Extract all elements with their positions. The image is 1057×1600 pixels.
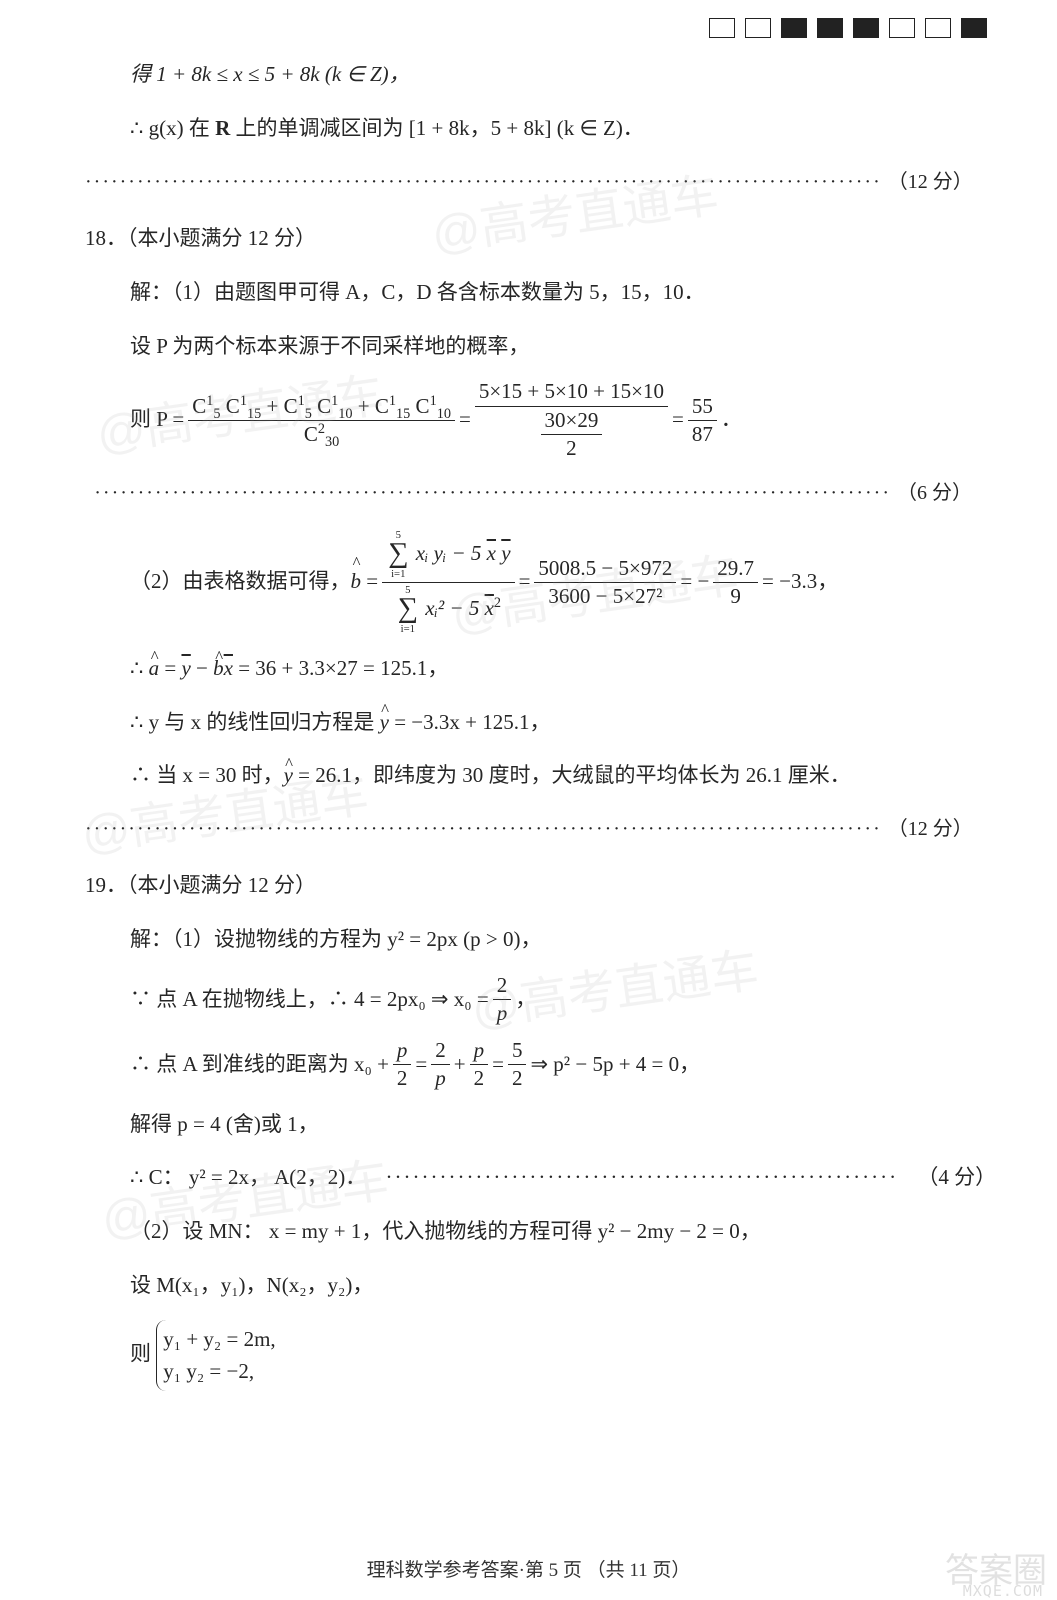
text-line: 解：（1）设抛物线的方程为 y² = 2px (p > 0)， [85, 920, 972, 960]
question-label: 19．（本小题满分 12 分） [85, 866, 972, 906]
text-line: ∴ g(x) 在 R 上的单调减区间为 [1 + 8k，5 + 8k] (k ∈… [85, 109, 972, 149]
header-box [889, 18, 915, 38]
math-line: ∴ 当 x = 30 时，y = 26.1，即纬度为 30 度时，大绒鼠的平均体… [85, 756, 972, 796]
math-line: 则 y₁ + y₂ = 2m, y₁ y₂ = −2, [85, 1320, 972, 1391]
math-line: （2）由表格数据可得， b = 5∑i=1 xᵢ yᵢ − 5 x y 5∑i=… [85, 530, 972, 635]
text-line: 设 M(x₁，y₁)，N(x₂，y₂)， [85, 1266, 972, 1306]
header-box [961, 18, 987, 38]
header-box [709, 18, 735, 38]
text-line: 设 P 为两个标本来源于不同采样地的概率， [85, 327, 972, 367]
page-content: 得 1 + 8k ≤ x ≤ 5 + 8k (k ∈ Z)， ∴ g(x) 在 … [0, 0, 1057, 1435]
text-line: 解得 p = 4 (舍)或 1， [85, 1105, 972, 1145]
score-dotline: ········································… [85, 810, 972, 848]
text-line: （2）设 MN： x = my + 1，代入抛物线的方程可得 y² − 2my … [85, 1212, 972, 1252]
math-line: 则 P = C15 C115 + C15 C110 + C115 C110 C2… [85, 380, 972, 459]
text-line: 解：（1）由题图甲可得 A，C，D 各含标本数量为 5，15，10． [85, 273, 972, 313]
score-dotline: ········································… [85, 163, 972, 201]
math-line: ∴ a = y − bx = 36 + 3.3×27 = 125.1， [85, 649, 972, 689]
math-line: ∴ y 与 x 的线性回归方程是 y = −3.3x + 125.1， [85, 703, 972, 743]
score-dotline: ········································… [85, 474, 972, 512]
header-box-row [709, 18, 987, 38]
header-box [925, 18, 951, 38]
text-line: ∴ C： y² = 2x， A(2，2)． ··················… [85, 1158, 972, 1198]
page-footer: 理科数学参考答案·第 5 页 （共 11 页） [0, 1555, 1057, 1582]
corner-watermark-sub: MXQE.COM [963, 1582, 1043, 1600]
header-box [817, 18, 843, 38]
header-box [745, 18, 771, 38]
header-box [781, 18, 807, 38]
text-line: 得 1 + 8k ≤ x ≤ 5 + 8k (k ∈ Z)， [85, 55, 972, 95]
math-line: ∴ 点 A 到准线的距离为 x₀ + p2 = 2p + p2 = 52 ⇒ p… [85, 1039, 972, 1090]
math-line: ∵ 点 A 在抛物线上，∴ 4 = 2px₀ ⇒ x₀ = 2p， [85, 974, 972, 1025]
header-box [853, 18, 879, 38]
question-label: 18．（本小题满分 12 分） [85, 219, 972, 259]
